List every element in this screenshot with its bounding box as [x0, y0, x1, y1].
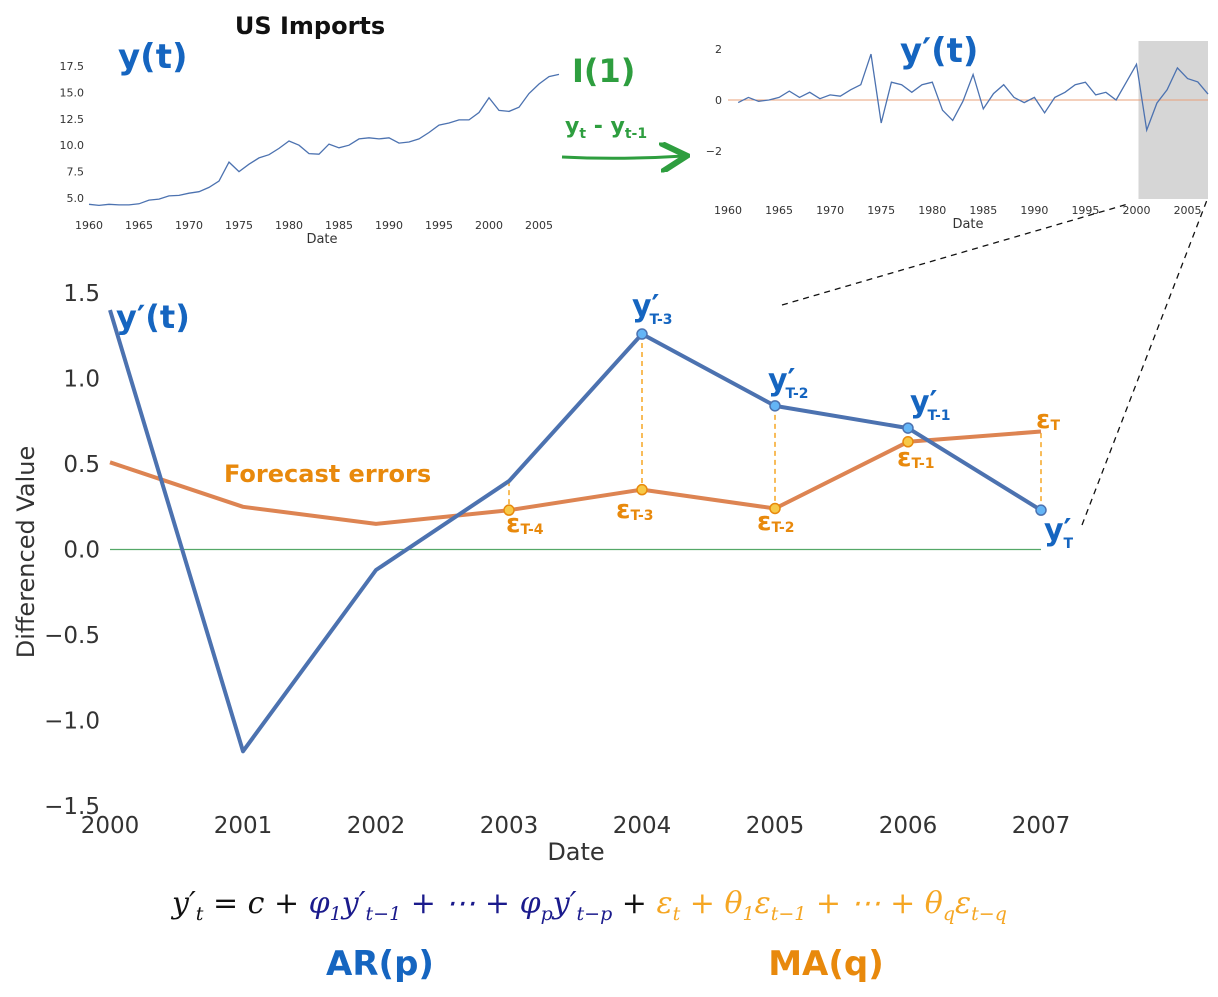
main-y-tick-label: 1.5	[63, 281, 100, 307]
label-eps-t-minus-2: εT-2	[757, 507, 795, 537]
us-imports-y-ticks: 5.0 7.5 10.0 12.5 15.0 17.5	[60, 60, 85, 205]
differenced-x-tick-label: 1975	[867, 204, 895, 217]
us-imports-y-tick-label: 5.0	[67, 192, 85, 205]
us-imports-chart: 5.07.510.012.515.017.5 1960 1965 1970 1975 1…	[60, 12, 560, 247]
main-y-tick-label: −0.5	[44, 623, 100, 649]
main-y-tick-label: 0.5	[63, 452, 100, 478]
integration-order-label: I(1)	[572, 52, 635, 90]
differenced-x-tick-label: 1980	[918, 204, 946, 217]
ar-component-label: AR(p)	[326, 944, 434, 984]
us-imports-y-annotation: y(t)	[118, 37, 188, 77]
us-imports-series-line	[88, 73, 560, 207]
us-imports-title: US Imports	[235, 12, 385, 40]
main-x-label: Date	[547, 838, 604, 866]
differenced-value-marker	[1035, 504, 1047, 516]
us-imports-x-tick-label: 1985	[325, 219, 353, 232]
differenced-x-tick-label: 1995	[1071, 204, 1099, 217]
forecast-error-marker	[636, 483, 648, 496]
forecast-error-marker	[902, 436, 914, 448]
differencing-formula: yt - yt-1	[565, 114, 647, 142]
transform-arrow	[561, 156, 684, 158]
us-imports-x-ticks: 1960 1965 1970 1975 1980 1985 1990 1995 2000 2005	[75, 219, 553, 232]
main-y-tick-label: 1.0	[63, 367, 100, 393]
arma-formula: y′t = c + φ1y′t−1 + ⋯ + φpy′t−p + εt + θ…	[170, 886, 1007, 925]
differenced-x-ticks: 1960 1965 1970 1975 1980 1985 1990 1995 2000 2005	[714, 204, 1202, 217]
differenced-x-tick-label: 2000	[1123, 204, 1151, 217]
us-imports-y-tick-label: 17.5	[60, 60, 85, 73]
main-y-label: Differenced Value	[12, 446, 40, 659]
label-eps-t-minus-4: εT-4	[506, 509, 544, 539]
forecast-errors-annotation: Forecast errors	[224, 460, 431, 488]
main-x-tick-label: 2003	[480, 813, 539, 839]
main-x-ticks: 2000 2001 2002 2003 2004 2005 2006 2007	[81, 813, 1071, 839]
main-x-tick-label: 2002	[347, 813, 406, 839]
differenced-y-tick-label: −2	[706, 145, 722, 158]
main-x-tick-label: 2005	[746, 813, 805, 839]
main-x-tick-label: 2006	[879, 813, 938, 839]
differenced-x-tick-label: 1990	[1020, 204, 1048, 217]
main-x-tick-label: 2001	[214, 813, 273, 839]
zoom-connector-left	[781, 203, 1129, 306]
us-imports-x-tick-label: 1990	[375, 219, 403, 232]
differenced-x-tick-label: 1965	[765, 204, 793, 217]
error-drop-lines	[508, 334, 1042, 511]
us-imports-y-tick-label: 15.0	[60, 86, 85, 99]
us-imports-x-tick-label: 2000	[475, 219, 503, 232]
us-imports-x-tick-label: 1975	[225, 219, 253, 232]
differenced-y-tick-label: 2	[715, 43, 722, 56]
main-x-tick-label: 2007	[1012, 813, 1071, 839]
us-imports-x-tick-label: 1960	[75, 219, 103, 232]
us-imports-y-tick-label: 7.5	[67, 166, 85, 179]
main-zoomed-chart: 1.51.00.50.0−0.5−1.0−1.5 2000 2001 2002 200…	[12, 281, 1073, 866]
forecast-errors-line	[109, 429, 1042, 526]
main-x-tick-label: 2000	[81, 813, 140, 839]
differenced-x-tick-label: 1985	[969, 204, 997, 217]
us-imports-y-tick-label: 12.5	[60, 113, 85, 126]
differenced-x-tick-label: 1960	[714, 204, 742, 217]
zoom-connector-right	[1081, 199, 1208, 526]
ma-component-label: MA(q)	[768, 944, 884, 984]
us-imports-x-tick-label: 1970	[175, 219, 203, 232]
label-y-t-minus-1: y′T-1	[910, 385, 951, 424]
label-eps-t-minus-3: εT-3	[616, 495, 654, 525]
us-imports-x-tick-label: 1995	[425, 219, 453, 232]
us-imports-x-label: Date	[306, 232, 337, 247]
differenced-x-tick-label: 1970	[816, 204, 844, 217]
label-eps-t: εT	[1036, 405, 1060, 435]
main-x-tick-label: 2004	[613, 813, 672, 839]
main-series-annotation: y′(t)	[116, 298, 190, 336]
forecast-error-marker	[503, 504, 515, 516]
main-y-ticks: 1.5 1.0 0.5 0.0 −0.5 −1.0 −1.5	[44, 281, 100, 820]
highlight-window-2000-2007	[1138, 41, 1208, 199]
differenced-series-line	[737, 53, 1209, 133]
differenced-value-marker	[636, 328, 648, 340]
main-y-tick-label: −1.0	[44, 709, 100, 735]
us-imports-x-tick-label: 1965	[125, 219, 153, 232]
label-y-t: y′T	[1044, 513, 1073, 552]
us-imports-x-tick-label: 1980	[275, 219, 303, 232]
differenced-y-tick-label: 0	[715, 94, 722, 107]
differenced-y-ticks: 2 0 −2	[706, 43, 722, 158]
label-y-t-minus-2: y′T-2	[768, 363, 809, 402]
differenced-value-marker	[902, 422, 914, 434]
differenced-x-tick-label: 2005	[1174, 204, 1202, 217]
differenced-x-label: Date	[952, 217, 983, 232]
differenced-value-line	[108, 309, 1043, 754]
label-y-t-minus-3: y′T-3	[632, 289, 673, 328]
differenced-value-marker	[769, 400, 781, 412]
forecast-error-marker	[769, 502, 781, 515]
main-y-tick-label: 0.0	[63, 538, 100, 564]
differenced-y-annotation: y′(t)	[900, 31, 978, 71]
main-markers	[503, 328, 1047, 516]
label-eps-t-minus-1: εT-1	[897, 443, 935, 473]
differenced-overview-chart: 2 0 −2 1960 1965 1970 1975 1980 1985 1990 1995 200…	[706, 31, 1209, 232]
us-imports-x-tick-label: 2005	[525, 219, 553, 232]
integration-transform: I(1) yt - yt-1	[561, 52, 684, 158]
us-imports-y-tick-label: 10.0	[60, 139, 85, 152]
main-y-tick-label: −1.5	[44, 794, 100, 820]
